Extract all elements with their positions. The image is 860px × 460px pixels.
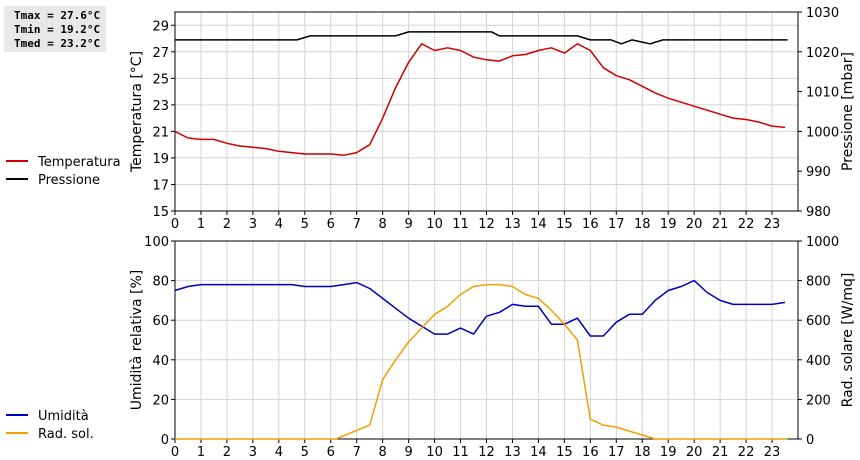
series-line-0 [174,43,786,157]
x-tick-label: 3 [249,217,257,232]
x-tick-label: 6 [327,217,335,232]
y-right-tick-label: 1000 [806,125,839,140]
y-left-tick-label: 17 [152,178,169,193]
y-right-tick-label: 1010 [806,86,839,101]
y-right-tick-label: 0 [806,433,814,448]
y-left-axis-title: Temperatura [°C] [129,51,145,173]
x-tick-label: 11 [452,445,469,460]
x-tick-label: 11 [452,217,469,232]
x-tick-label: 20 [686,445,703,460]
x-tick-label: 4 [275,445,283,460]
y-left-tick-label: 29 [152,19,169,34]
stats-box: Tmax = 27.6°C Tmin = 19.2°C Tmed = 23.2°… [4,6,106,52]
x-tick-label: 19 [660,445,677,460]
y-right-tick-label: 990 [806,165,831,180]
y-right-tick-label: 200 [806,393,831,408]
x-tick-label: 1 [197,217,205,232]
x-tick-label: 12 [478,217,495,232]
chart-panel-bottom: 0 1 2 3 4 5 6 7 8 9 10 11 12 13 14 15 16 17 18 19 20 21 22 2302… [6,235,856,460]
x-tick-label: 7 [353,217,361,232]
y-left-tick-label: 25 [152,72,169,87]
x-tick-label: 8 [379,217,387,232]
x-tick-label: 14 [530,217,547,232]
x-tick-label: 3 [249,445,257,460]
y-right-axis-title: Rad. solare [W/mq] [840,273,856,408]
x-tick-label: 13 [504,217,521,232]
y-right-tick-label: 800 [806,275,831,290]
tmax-label: Tmax = 27.6°C [14,9,101,22]
y-left-tick-label: 60 [152,314,169,329]
y-right-tick-label: 980 [806,205,831,220]
tmed-label: Tmed = 23.2°C [14,37,101,50]
y-right-tick-label: 1000 [806,235,839,250]
y-left-tick-label: 27 [152,46,169,61]
x-tick-label: 22 [738,445,755,460]
x-tick-label: 23 [764,445,781,460]
x-tick-label: 7 [353,445,361,460]
x-tick-label: 5 [301,445,309,460]
x-tick-label: 1 [197,445,205,460]
y-right-tick-label: 600 [806,314,831,329]
x-tick-label: 4 [275,217,283,232]
x-tick-label: 17 [608,445,625,460]
y-right-tick-label: 1030 [806,6,839,21]
legend-label: Umidità [38,409,89,424]
series-line-0 [174,279,786,337]
x-tick-label: 19 [660,217,677,232]
x-tick-label: 17 [608,217,625,232]
legend-label: Temperatura [37,155,121,170]
x-tick-label: 10 [426,445,443,460]
x-tick-label: 21 [712,445,729,460]
x-tick-label: 10 [426,217,443,232]
y-right-tick-label: 400 [806,354,831,369]
y-left-tick-label: 23 [152,99,169,114]
x-tick-label: 16 [582,217,599,232]
chart-panel-top: 0 1 2 3 4 5 6 7 8 9 10 11 12 13 14 15 16 17 18 19 20 21 22 2315… [6,6,856,232]
y-right-axis-title: Pressione [mbar] [840,52,856,171]
x-tick-label: 15 [556,217,573,232]
y-left-tick-label: 100 [144,235,169,250]
x-tick-label: 18 [634,445,651,460]
x-tick-label: 15 [556,445,573,460]
x-tick-label: 23 [764,217,781,232]
x-tick-label: 2 [223,217,231,232]
y-left-tick-label: 80 [152,275,169,290]
series-line-1 [175,283,788,440]
x-tick-label: 18 [634,217,651,232]
x-tick-label: 14 [530,445,547,460]
x-tick-label: 20 [686,217,703,232]
x-tick-label: 6 [327,445,335,460]
plot-frame [174,240,799,440]
x-tick-label: 13 [504,445,521,460]
x-tick-label: 16 [582,445,599,460]
y-left-tick-label: 0 [161,433,169,448]
y-left-tick-label: 19 [152,152,169,167]
x-tick-label: 22 [738,217,755,232]
x-tick-label: 5 [301,217,309,232]
y-left-tick-label: 20 [152,393,169,408]
y-left-tick-label: 15 [152,205,169,220]
x-tick-label: 2 [223,445,231,460]
x-tick-label: 0 [171,217,179,232]
x-tick-label: 0 [171,445,179,460]
y-left-tick-label: 40 [152,354,169,369]
x-tick-label: 12 [478,445,495,460]
y-left-tick-label: 21 [152,125,169,140]
x-tick-label: 9 [404,445,412,460]
y-left-axis-title: Umidità relativa [%] [129,270,145,411]
x-tick-label: 21 [712,217,729,232]
tmin-label: Tmin = 19.2°C [14,23,101,36]
legend-label: Rad. sol. [38,427,94,442]
legend-label: Pressione [38,173,100,188]
x-tick-label: 8 [379,445,387,460]
x-tick-label: 9 [404,217,412,232]
y-right-tick-label: 1020 [806,46,839,61]
series-line-1 [175,31,788,45]
plot-frame [174,11,799,212]
